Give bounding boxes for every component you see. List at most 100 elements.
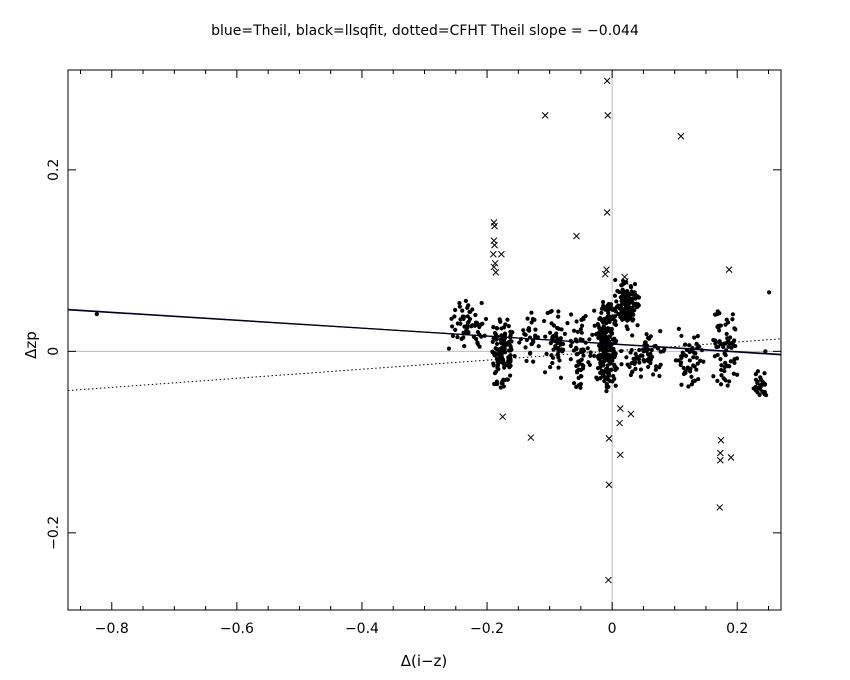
- data-point: [461, 335, 466, 340]
- data-points-group: [94, 77, 772, 584]
- outlier-point: [621, 278, 629, 285]
- data-point: [606, 377, 611, 382]
- outlier-point: [627, 410, 635, 418]
- outlier-point: [616, 451, 624, 459]
- data-point: [583, 314, 588, 319]
- outlier-point: [716, 504, 724, 511]
- data-point: [585, 346, 590, 351]
- y-axis-label: Δzp: [22, 331, 40, 359]
- data-point: [561, 347, 566, 352]
- data-point: [604, 321, 609, 326]
- data-point: [632, 291, 637, 296]
- data-point: [452, 314, 457, 319]
- data-point: [94, 312, 99, 317]
- data-point: [497, 359, 502, 365]
- outlier-point: [491, 241, 498, 249]
- data-point: [628, 372, 633, 378]
- fit-line-cfht: [68, 338, 781, 392]
- data-point: [533, 327, 538, 332]
- data-point: [680, 350, 685, 355]
- data-point: [491, 325, 496, 330]
- data-point: [590, 332, 595, 337]
- data-point: [683, 342, 688, 347]
- data-point: [687, 358, 692, 363]
- data-point: [651, 372, 656, 377]
- data-point: [730, 312, 736, 317]
- data-point: [461, 314, 467, 319]
- data-point: [732, 338, 737, 343]
- data-point: [573, 337, 578, 342]
- data-point: [613, 306, 618, 311]
- data-point: [603, 358, 608, 363]
- data-point: [653, 367, 658, 372]
- data-point: [565, 321, 570, 326]
- data-point: [725, 336, 730, 341]
- data-point: [627, 300, 632, 305]
- data-point: [527, 351, 533, 356]
- data-point: [503, 322, 508, 327]
- data-point: [701, 359, 706, 364]
- data-point: [622, 302, 627, 307]
- data-point: [643, 340, 648, 345]
- data-point: [719, 373, 724, 378]
- data-point: [762, 371, 767, 376]
- data-point: [715, 352, 720, 358]
- data-point: [637, 347, 642, 353]
- data-point: [762, 382, 768, 387]
- data-point: [530, 316, 536, 322]
- data-point: [612, 362, 617, 367]
- data-point: [763, 349, 768, 354]
- data-point: [498, 385, 503, 390]
- data-point: [687, 343, 692, 348]
- data-point: [497, 354, 502, 360]
- data-point: [493, 332, 498, 337]
- y-tick-label: 0.2: [46, 159, 62, 181]
- data-point: [499, 338, 504, 344]
- outlier-point: [603, 266, 610, 274]
- outlier-point: [498, 250, 505, 258]
- outlier-point: [603, 209, 611, 216]
- data-point: [724, 331, 729, 337]
- data-point: [688, 369, 693, 374]
- data-point: [592, 353, 597, 358]
- data-point: [616, 311, 621, 317]
- data-point: [457, 300, 462, 306]
- data-point: [689, 374, 694, 379]
- data-point: [638, 367, 644, 372]
- data-point: [568, 357, 573, 362]
- data-point: [657, 373, 662, 379]
- outlier-point: [725, 266, 733, 274]
- y-tick-label: 0: [46, 347, 62, 356]
- data-point: [755, 380, 760, 386]
- data-point: [598, 343, 603, 348]
- data-point: [607, 326, 612, 331]
- fit-line-llsqfit: [68, 309, 781, 355]
- data-point: [718, 323, 723, 328]
- data-point: [604, 307, 609, 312]
- data-point: [728, 359, 733, 364]
- data-point: [461, 330, 466, 335]
- data-point: [623, 295, 628, 300]
- outlier-point: [499, 413, 507, 421]
- data-point: [683, 353, 689, 358]
- data-point: [499, 326, 504, 331]
- data-point: [483, 316, 489, 322]
- data-point: [449, 324, 455, 329]
- outlier-point: [490, 263, 498, 271]
- data-point: [494, 326, 500, 331]
- data-point: [541, 318, 547, 324]
- data-point: [480, 321, 485, 326]
- data-point: [625, 362, 630, 367]
- data-point: [623, 291, 629, 296]
- data-point: [605, 338, 611, 343]
- data-point: [602, 326, 607, 331]
- x-tick-label: −0.6: [220, 621, 254, 637]
- data-point: [603, 329, 608, 334]
- data-point: [692, 378, 697, 383]
- data-point: [508, 329, 513, 334]
- data-point: [757, 392, 762, 398]
- data-point: [635, 323, 640, 328]
- data-point: [568, 312, 574, 317]
- data-point: [692, 335, 697, 340]
